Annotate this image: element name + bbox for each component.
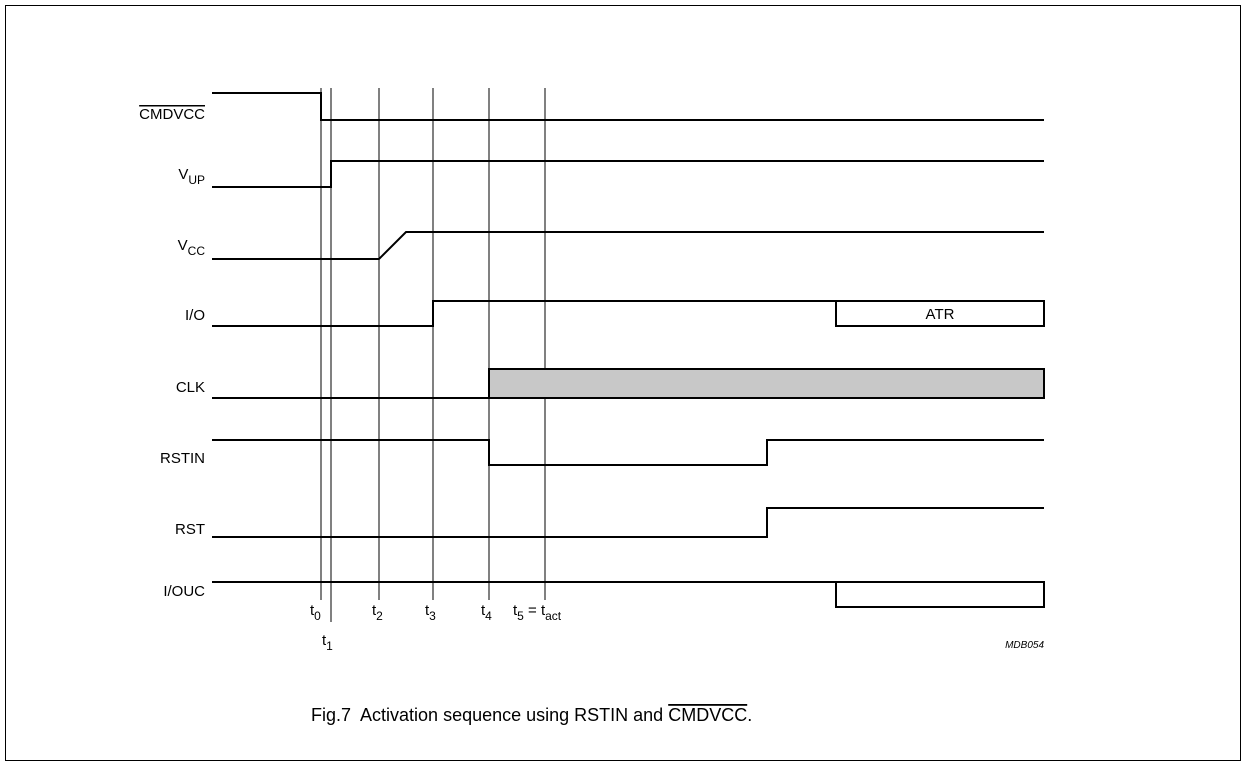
wave-cmdvcc [212, 92, 1044, 121]
wave-vup [212, 160, 1044, 188]
time-label-t5: t5 = tact [513, 602, 562, 623]
wave-iouc [212, 581, 1045, 608]
label-iouc: I/OUC [163, 583, 205, 600]
wave-clk-active [488, 368, 1045, 399]
atr-label: ATR [926, 306, 955, 323]
label-io: I/O [185, 307, 205, 324]
wave-rstin [212, 439, 1044, 466]
figure-code: MDB054 [1005, 640, 1044, 651]
label-clk: CLK [176, 379, 205, 396]
label-rstin: RSTIN [160, 450, 205, 467]
time-label-t0: t0 [310, 602, 321, 623]
figure-caption: Fig.7 Activation sequence using RSTIN an… [311, 705, 752, 725]
label-vup: VUP [178, 166, 205, 187]
label-vcc: VCC [178, 237, 206, 258]
wave-rst [212, 507, 1044, 538]
io-atr-burst: ATR [835, 300, 1045, 327]
time-label-t1: t1 [322, 632, 333, 653]
time-markers [320, 88, 546, 622]
label-rst: RST [175, 521, 205, 538]
time-label-t2: t2 [372, 602, 383, 623]
wave-io [212, 300, 1044, 327]
wave-vcc [212, 231, 1044, 260]
time-label-t4: t4 [481, 602, 492, 623]
label-cmdvcc: CMDVCC [139, 106, 205, 123]
time-label-t3: t3 [425, 602, 436, 623]
